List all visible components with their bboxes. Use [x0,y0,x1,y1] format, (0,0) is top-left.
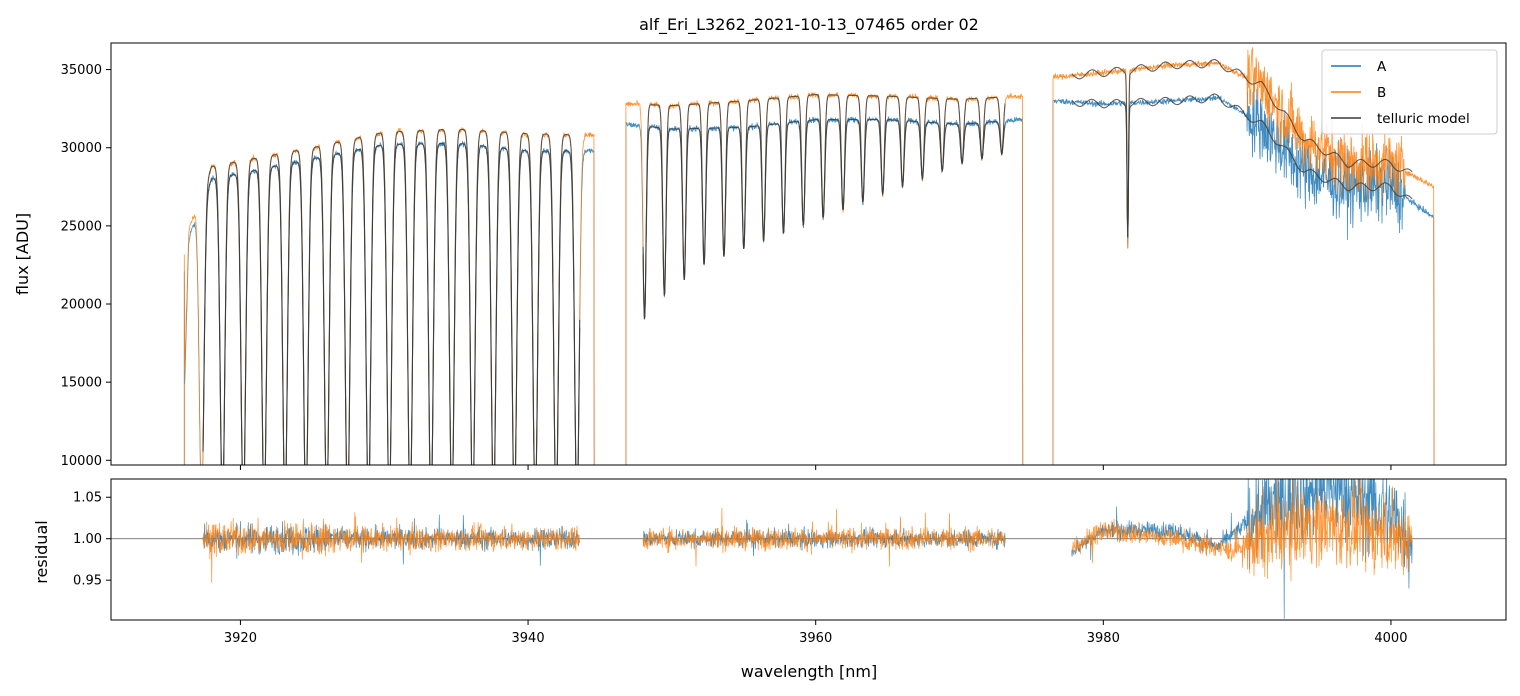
telluric-model-b-segment-3 [1071,59,1413,238]
residual-plot-area [111,479,1506,619]
flux-panel-frame [110,42,1507,466]
residual-y-tick-label: 1.05 [73,491,102,506]
residual-panel: 0.95 1.00 1.05 3920 3940 3960 3980 4000 residu… [32,478,1507,681]
flux-y-tick-label: 15000 [61,376,102,391]
legend-box [1321,49,1498,135]
flux-y-tick-label: 10000 [61,454,102,469]
residual-x-tick-label: 3940 [512,631,545,646]
flux-y-tick-label: 25000 [61,219,102,234]
residual-x-tick-label: 4000 [1374,631,1407,646]
flux-y-axis-label: flux [ADU] [13,213,32,295]
x-axis-label: wavelength [nm] [741,662,878,681]
residual-x-tick-label: 3980 [1087,631,1120,646]
legend-label-b: B [1377,85,1386,101]
flux-panel: 10000 15000 20000 25000 30000 35000 flux [ADU… [13,42,1507,470]
flux-y-tick-label: 35000 [61,63,102,78]
flux-x-axis [239,465,1392,470]
residual-x-tick-label: 3960 [799,631,832,646]
residual-series-b-segment-1 [202,512,580,583]
residual-panel-frame [110,478,1507,621]
residual-x-tick-label: 3920 [224,631,257,646]
residual-series-b-segment-3 [1071,479,1413,582]
residual-y-tick-label: 0.95 [73,574,102,589]
residual-series-b-segment-2 [642,507,1006,567]
flux-y-axis: 10000 15000 20000 25000 30000 35000 [61,63,111,469]
telluric-model-b-segment-2 [642,94,1006,319]
residual-y-axis-label: residual [32,520,51,583]
legend-label-a: A [1377,59,1387,75]
legend: A B telluric model [1321,49,1498,135]
flux-series-b-segment-1 [183,127,595,465]
telluric-model-b-segment-1 [202,128,581,465]
residual-y-tick-label: 1.00 [73,532,102,547]
flux-y-tick-label: 30000 [61,141,102,156]
flux-plot-area [183,47,1435,465]
legend-label-telluric: telluric model [1377,111,1470,127]
residual-x-axis: 3920 3940 3960 3980 4000 [224,620,1407,646]
residual-y-axis: 0.95 1.00 1.05 [73,491,111,589]
chart-title: alf_Eri_L3262_2021-10-13_07465 order 02 [639,15,979,35]
flux-series-b-segment-3 [1052,47,1435,465]
flux-y-tick-label: 20000 [61,298,102,313]
